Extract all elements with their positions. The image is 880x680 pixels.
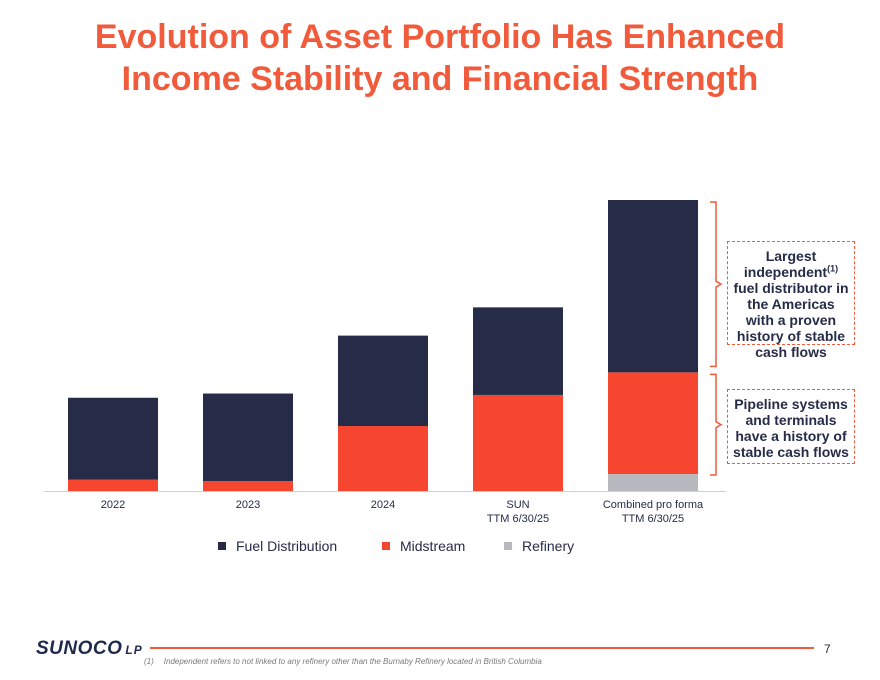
- legend-label-fuel-distribution: Fuel Distribution: [236, 538, 338, 554]
- legend-item-refinery: Refinery: [504, 538, 574, 554]
- chart-x-labels: 2022 2023 2024 SUN TTM 6/30/25 Combined pro f…: [101, 499, 704, 525]
- legend-item-midstream: Midstream: [382, 538, 465, 554]
- chart-legend: Fuel Distribution Midstream Refinery: [0, 538, 880, 554]
- page-title: Evolution of Asset Portfolio Has Enhance…: [0, 16, 880, 100]
- footnote-marker: (1): [144, 657, 154, 666]
- bar-fuel-distribution-2023: [203, 393, 293, 482]
- bar-midstream-2023: [203, 481, 293, 491]
- sunoco-logo-wordmark: SUNOCO: [36, 638, 123, 659]
- callout-fuel-text-post: fuel distributor in the Americas with a …: [733, 280, 849, 360]
- callout-midstream-text: Pipeline systems and terminals have a hi…: [733, 396, 849, 460]
- callout-midstream: Pipeline systems and terminals have a hi…: [727, 389, 855, 464]
- x-tick-label-combined-pro-forma-ttm-6-30-25: Combined pro forma: [603, 499, 704, 511]
- legend-label-refinery: Refinery: [522, 538, 575, 554]
- legend-label-midstream: Midstream: [400, 538, 466, 554]
- legend-swatch-fuel-distribution: [218, 542, 226, 550]
- x-tick-label-combined-pro-forma-ttm-6-30-25-line-2: TTM 6/30/25: [622, 513, 684, 525]
- callout-fuel-footnote-marker: (1): [827, 263, 839, 274]
- legend-item-fuel-distribution: Fuel Distribution: [218, 538, 337, 554]
- x-tick-label-sun-ttm-6-30-25-line-2: TTM 6/30/25: [487, 513, 549, 525]
- bar-fuel-distribution-2024: [338, 335, 428, 427]
- x-tick-label-2024: 2024: [371, 499, 395, 511]
- bracket-fuel-distribution: [710, 201, 723, 368]
- bar-refinery-combined-pro-forma-ttm-6-30-25: [608, 474, 698, 491]
- legend-swatch-midstream: [382, 542, 390, 550]
- bar-midstream-2022: [68, 479, 158, 491]
- bar-fuel-distribution-2022: [68, 397, 158, 480]
- x-tick-label-2023: 2023: [236, 499, 260, 511]
- footnote: (1) Independent refers to not linked to a…: [144, 657, 542, 666]
- sunoco-logo-suffix: LP: [125, 643, 143, 657]
- x-tick-label-2022: 2022: [101, 499, 125, 511]
- bar-fuel-distribution-combined-pro-forma-ttm-6-30-25: [608, 200, 698, 373]
- bar-fuel-distribution-sun-ttm-6-30-25: [473, 307, 563, 395]
- chart-bars: [68, 200, 698, 491]
- page-number: 7: [824, 642, 831, 656]
- legend-swatch-refinery: [504, 542, 512, 550]
- footnote-text: Independent refers to not linked to any …: [163, 657, 542, 666]
- bar-midstream-sun-ttm-6-30-25: [473, 394, 563, 491]
- x-tick-label-sun-ttm-6-30-25: SUN: [506, 499, 529, 511]
- page-title-line-1: Evolution of Asset Portfolio Has Enhance…: [94, 18, 786, 56]
- bar-midstream-combined-pro-forma-ttm-6-30-25: [608, 372, 698, 475]
- sunoco-logo: SUNOCO LP: [36, 638, 143, 660]
- callout-fuel-distribution: Largest independent(1) fuel distributor …: [727, 241, 855, 360]
- callout-fuel-text-pre: Largest independent: [743, 248, 828, 280]
- callout-brackets: [710, 201, 723, 476]
- footer-divider: [150, 647, 814, 649]
- bracket-midstream: [710, 373, 723, 476]
- page-title-line-2: Income Stability and Financial Strength: [121, 60, 759, 98]
- bar-midstream-2024: [338, 426, 428, 491]
